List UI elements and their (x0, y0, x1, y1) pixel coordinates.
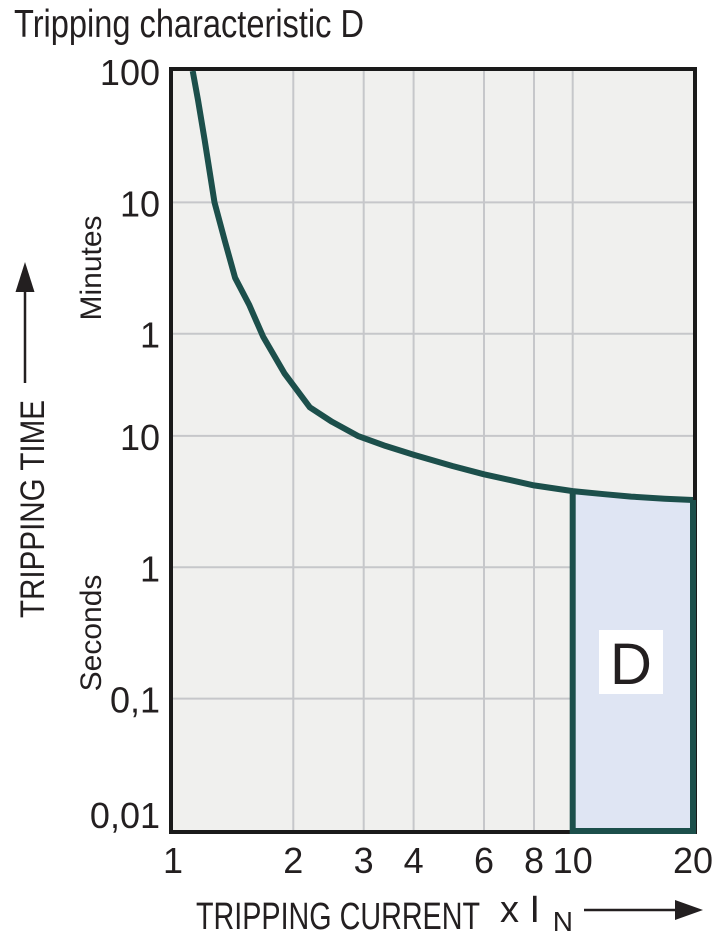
y-axis-title: TRIPPING TIME (14, 400, 52, 618)
y-unit-band-label: Minutes (75, 215, 108, 320)
x-axis-unit-prefix: x I (500, 889, 540, 931)
x-axis-unit-subscript: N (553, 906, 573, 937)
y-tick-label: 10 (120, 183, 160, 224)
x-tick-label: 6 (474, 840, 494, 881)
x-tick-label: 20 (673, 840, 713, 881)
y-tick-label: 10 (120, 417, 160, 458)
plot-border (169, 67, 697, 834)
y-axis-arrow-icon (15, 262, 35, 383)
region-d-label: D (610, 632, 652, 697)
y-tick-label: 1 (140, 315, 160, 356)
x-tick-label: 3 (354, 840, 374, 881)
y-tick-label: 0,01 (90, 795, 160, 836)
y-tick-label: 100 (100, 52, 160, 93)
x-axis-unit: x I N (500, 889, 573, 937)
x-tick-label: 1 (163, 840, 183, 881)
x-tick-label: 10 (553, 840, 593, 881)
y-tick-label: 1 (140, 548, 160, 589)
x-axis-title: TRIPPING CURRENT (196, 896, 480, 938)
grid-vertical-lines (292, 71, 574, 830)
x-axis-arrow-icon (584, 900, 703, 920)
x-tick-label: 8 (524, 840, 544, 881)
y-unit-band-label: Seconds (75, 575, 108, 692)
x-tick-label: 2 (283, 840, 303, 881)
grid-horizontal-lines (173, 201, 693, 700)
chart-title: Tripping characteristic D (14, 3, 364, 46)
region-d-label-box (599, 630, 663, 694)
tripping-curve (189, 70, 694, 503)
x-tick-label: 4 (404, 840, 424, 881)
region-d-border (569, 491, 696, 834)
y-tick-label: 0,1 (110, 680, 160, 721)
